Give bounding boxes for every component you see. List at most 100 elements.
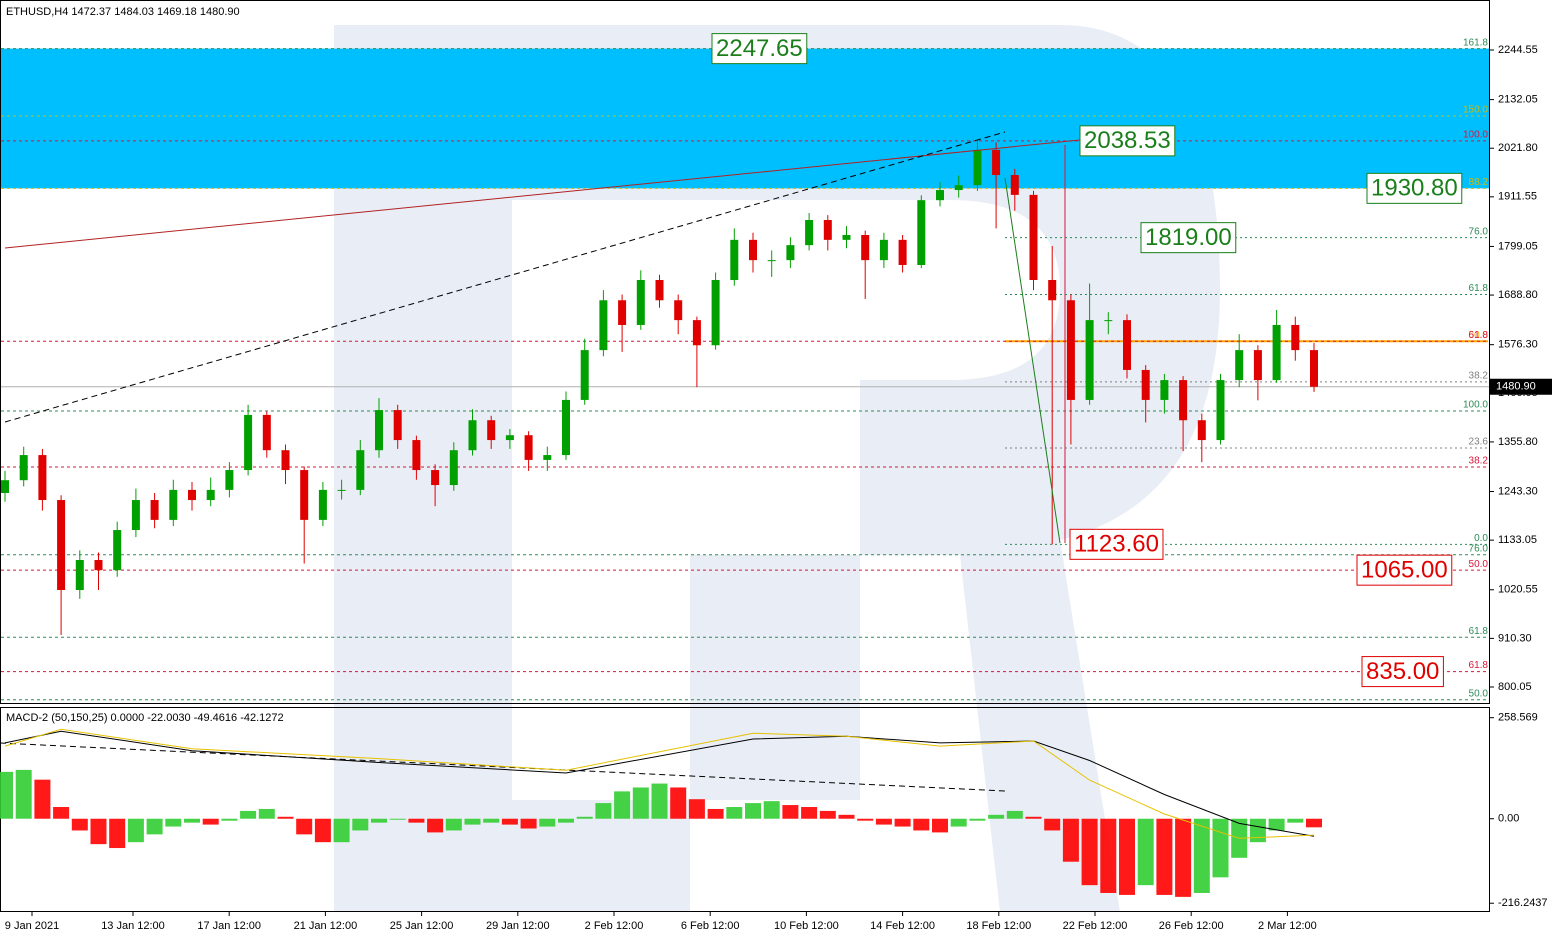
fib-level-label: 61.8	[1469, 626, 1489, 637]
macd-bar	[688, 799, 705, 819]
candle-body	[543, 455, 552, 460]
fib-level-label: 23.6	[1469, 437, 1489, 448]
macd-bar	[389, 818, 406, 820]
macd-bar	[819, 810, 836, 819]
macd-bar	[857, 818, 874, 821]
candle-body	[487, 420, 496, 441]
fib-level-label: 50.0	[1469, 559, 1489, 570]
candle-body	[917, 200, 926, 265]
annotations: 2247.65 2038.53 1930.80 1819.00 1123.60 1065.…	[711, 33, 1463, 688]
macd-trend-line	[0, 742, 1006, 792]
x-tick-label: 25 Jan 12:00	[390, 920, 454, 932]
fib-level-label: 61.8	[1469, 283, 1489, 294]
macd-bar	[988, 814, 1005, 819]
candle-body	[113, 530, 122, 571]
candle-body	[449, 450, 458, 486]
candle-body	[861, 235, 870, 261]
price-annotation-box	[1140, 222, 1237, 254]
candle-body	[244, 414, 253, 471]
macd-bar	[801, 807, 818, 819]
candle-body	[1104, 320, 1113, 322]
macd-bar	[501, 818, 518, 825]
candle-body	[75, 560, 84, 591]
candle-body	[580, 350, 589, 400]
candle-body	[936, 190, 944, 201]
macd-bar	[1137, 818, 1154, 886]
macd-bar	[127, 818, 144, 843]
macd-bar	[1025, 816, 1042, 819]
candle-body	[1, 480, 9, 493]
candle-body	[711, 279, 720, 346]
macd-bar	[314, 818, 331, 843]
candle-body	[150, 500, 159, 520]
fib-level-label: 38.2	[1469, 456, 1489, 467]
candle-body	[842, 235, 851, 240]
candle-body	[412, 440, 421, 471]
macd-line	[4, 728, 1315, 839]
candle-body	[730, 239, 739, 280]
price-annotation: 1930.80	[1371, 175, 1458, 202]
macd-bar	[1268, 818, 1285, 831]
candle-body	[169, 489, 178, 520]
candle-body	[1310, 350, 1318, 387]
price-frame	[0, 0, 1490, 704]
price-annotation-box	[1366, 172, 1463, 204]
candle-body	[618, 300, 627, 325]
fib-level-label: 88.2	[1469, 177, 1489, 188]
y-tick-label: 1133.05	[1498, 534, 1537, 546]
macd-y-tick-label: -216.2437	[1498, 897, 1548, 909]
macd-bar	[726, 807, 743, 819]
macd-bar	[614, 791, 631, 819]
price-annotation: 2038.53	[1084, 127, 1171, 154]
price-annotation: 1819.00	[1145, 224, 1232, 251]
candle-body	[1235, 350, 1244, 381]
macd-bar	[1156, 818, 1173, 895]
candle-body	[38, 455, 47, 501]
macd-bar	[913, 818, 930, 831]
x-tick-label: 2 Feb 12:00	[585, 920, 644, 932]
macd-bar	[333, 818, 350, 843]
candle-body	[674, 300, 683, 321]
candle-body	[431, 470, 440, 486]
candle-body	[1160, 380, 1169, 400]
y-tick-label: 2244.55	[1498, 44, 1538, 56]
fib-line	[1004, 177, 1061, 544]
candle-body	[823, 220, 832, 240]
macd-bar	[1306, 818, 1322, 828]
macd-bar	[445, 818, 462, 831]
candle-body	[1253, 350, 1262, 381]
x-tick-label: 26 Feb 12:00	[1159, 920, 1224, 932]
price-annotation: 1123.60	[1074, 531, 1159, 558]
candle-body	[505, 435, 514, 441]
macd-y-tick-label: 0.00	[1498, 813, 1519, 825]
candle-body	[1010, 175, 1019, 195]
candle-body	[188, 489, 196, 501]
candle-body	[805, 220, 814, 246]
candle-body	[1272, 324, 1281, 381]
fib-level-label: 100.0	[1463, 129, 1488, 140]
candle-body	[1197, 420, 1206, 441]
candle-body	[131, 500, 140, 531]
chart-header: ETHUSD,H4 1472.37 1484.03 1469.18 1480.9…	[6, 6, 240, 18]
macd-bar	[0, 771, 13, 819]
macd-bar	[1119, 818, 1135, 895]
y-tick-label: 2132.05	[1498, 94, 1538, 106]
macd-bar	[1287, 818, 1304, 823]
candle-body	[57, 500, 66, 591]
candle-body	[599, 300, 608, 351]
fib-level-label: 61.8	[1469, 330, 1489, 341]
candle-body	[692, 320, 701, 346]
candle-body	[1048, 279, 1057, 301]
macd-bar	[651, 783, 668, 819]
candle-body	[898, 239, 907, 265]
y-tick-label: 1355.80	[1498, 436, 1538, 448]
macd-bar	[969, 818, 986, 821]
macd-bar	[1193, 818, 1210, 893]
trend-line	[4, 131, 1006, 423]
candle-body	[375, 410, 383, 451]
macd-bar	[782, 805, 799, 819]
candle-body	[393, 410, 402, 441]
candle-body	[337, 489, 346, 491]
fib-level-label: 50.0	[1469, 330, 1489, 341]
